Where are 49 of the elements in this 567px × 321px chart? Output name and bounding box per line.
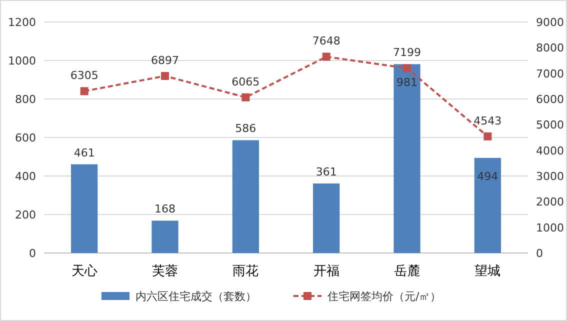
y2-tick-label: 7000: [536, 67, 564, 80]
data-label: 4543: [474, 114, 502, 128]
y-tick-label: 800: [15, 93, 36, 106]
point: [322, 52, 330, 61]
point: [80, 87, 88, 96]
data-label: 6305: [70, 69, 98, 82]
y-tick-label: 200: [15, 208, 36, 222]
x-tick-label: 雨花: [232, 264, 259, 279]
y2-tick-label: 6000: [536, 93, 564, 106]
legend-label: 内六区住宅成交（套数）: [136, 290, 256, 303]
bar: [232, 140, 259, 253]
y2-tick-label: 5000: [536, 118, 564, 132]
data-label: 361: [316, 166, 337, 179]
x-tick-label: 天心: [71, 263, 98, 279]
y2-tick-label: 9000: [536, 16, 564, 29]
data-label: 6065: [232, 75, 260, 88]
bar: [152, 220, 178, 253]
bar: [71, 164, 98, 253]
point: [484, 132, 492, 140]
y2-tick-label: 0: [536, 247, 543, 260]
data-label: 7648: [312, 34, 340, 48]
y-tick-label: 1000: [8, 54, 36, 68]
data-label: 981: [396, 76, 418, 90]
y2-tick-label: 3000: [536, 170, 564, 183]
point: [403, 64, 411, 72]
y-tick-label: 1200: [8, 16, 36, 29]
data-label: 7199: [393, 46, 421, 60]
data-label: 168: [154, 202, 176, 216]
y2-tick-label: 1000: [536, 221, 564, 234]
data-label: 461: [74, 146, 95, 160]
x-tick-label: 岳麓: [394, 264, 420, 279]
data-label: 586: [235, 122, 256, 136]
y-tick-label: 600: [15, 132, 36, 144]
bar: [313, 184, 340, 253]
x-tick-label: 芙蓉: [152, 264, 178, 279]
y2-tick-label: 4000: [536, 144, 564, 158]
x-tick-label: 开福: [313, 264, 340, 279]
bar: [474, 158, 501, 253]
point: [242, 93, 250, 102]
y-tick-label: 0: [29, 247, 36, 260]
x-tick-label: 望城: [474, 264, 501, 279]
legend-label: 住宅网签均价（元/㎡）: [328, 290, 442, 303]
y-tick-label: 400: [15, 170, 36, 183]
y2-tick-label: 8000: [536, 42, 564, 55]
data-label: 6897: [151, 54, 179, 67]
point: [161, 72, 169, 80]
y2-tick-label: 2000: [536, 196, 564, 209]
data-label: 494: [477, 170, 498, 183]
bar: [394, 64, 420, 253]
